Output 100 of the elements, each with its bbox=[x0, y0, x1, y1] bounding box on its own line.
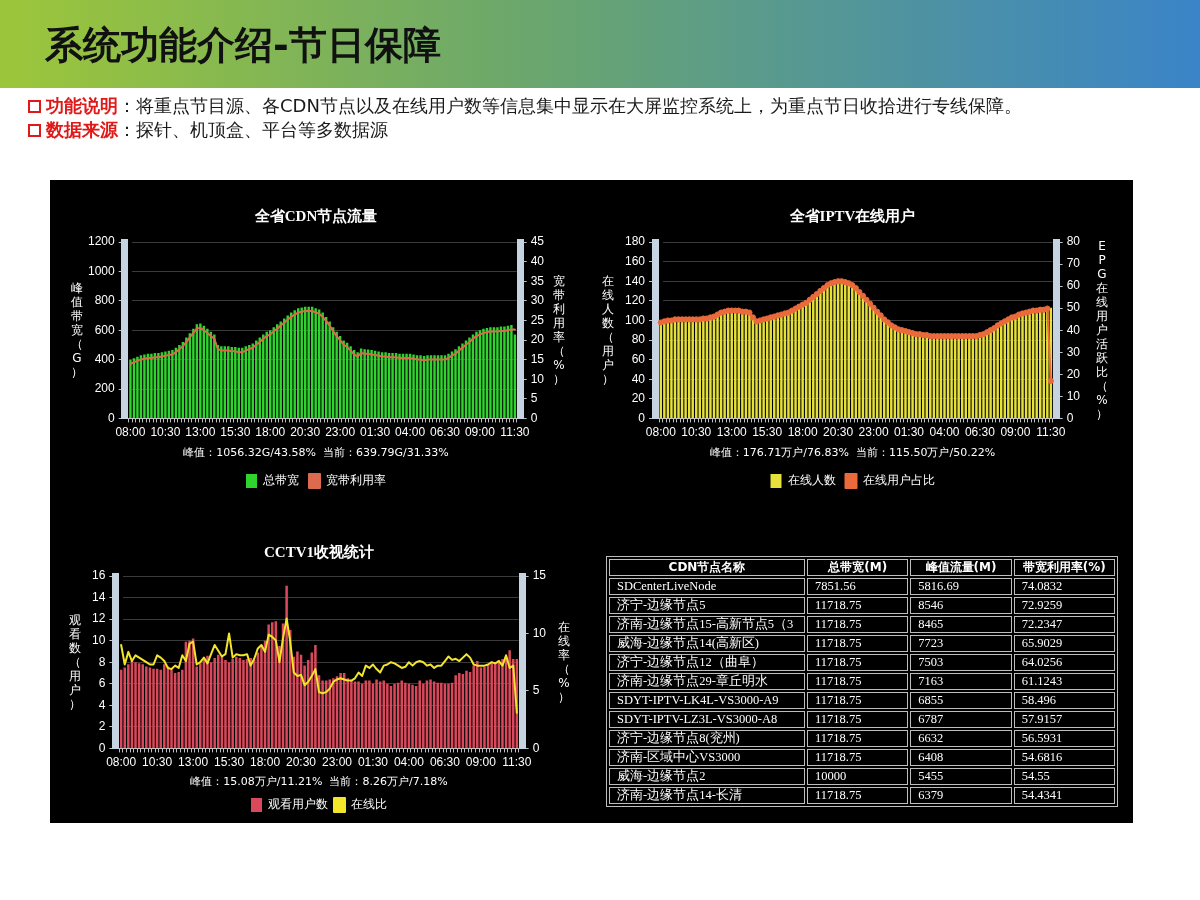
y2-axis-title: 在线率（%） bbox=[557, 620, 571, 705]
y2-tick-label: 10 bbox=[1066, 388, 1081, 403]
x-tick-label: 13:00 bbox=[716, 424, 748, 439]
y-tick-label: 济宁-边缘节点8(兖州) bbox=[609, 730, 805, 747]
text: EPG在线用户活跃比（%） bbox=[1096, 239, 1108, 422]
data-label: 7851.56 bbox=[807, 578, 909, 595]
y-tick-label: 0 bbox=[98, 740, 106, 755]
y2-tick-label: 20 bbox=[1066, 366, 1081, 381]
y-tick-label: 160 bbox=[624, 253, 646, 268]
x-tick-label: 04:00 bbox=[393, 754, 425, 769]
y2-tick-label: 15 bbox=[530, 351, 545, 366]
y-tick-label: 济南-边缘节点15-高新节点5（3 bbox=[609, 616, 805, 633]
y-tick-label: 120 bbox=[624, 293, 646, 308]
y2-tick-label: 30 bbox=[530, 293, 545, 308]
data-label: 64.0256 bbox=[1013, 654, 1115, 671]
x-tick-label: 15:30 bbox=[214, 754, 245, 769]
x-tick-label: 08:00 bbox=[115, 424, 146, 439]
data-label: 11718.75 bbox=[807, 673, 909, 690]
y2-tick-label: 70 bbox=[1066, 256, 1081, 271]
data-label: 7503 bbox=[910, 654, 1012, 671]
y-tick-label: 济宁-边缘节点5 bbox=[609, 597, 805, 614]
y2-tick-label: 15 bbox=[532, 568, 547, 583]
data-label: 58.496 bbox=[1013, 692, 1115, 709]
x-tick-label: 06:30 bbox=[429, 424, 461, 439]
x-tick-label: 15:30 bbox=[220, 424, 251, 439]
x-tick-label: 18:00 bbox=[787, 424, 818, 439]
data-label: 72.9259 bbox=[1013, 597, 1115, 614]
legend-label: 在线用户占比 bbox=[862, 473, 935, 488]
y-tick-label: SDYT-IPTV-LZ3L-VS3000-A8 bbox=[609, 711, 805, 728]
data-label: 11718.75 bbox=[807, 787, 909, 804]
x-tick-label: 01:30 bbox=[360, 424, 391, 439]
data-label: 74.0832 bbox=[1013, 578, 1115, 595]
y-tick-label: 8 bbox=[98, 654, 106, 669]
data-label: 11718.75 bbox=[807, 730, 909, 747]
x-tick-label: 04:00 bbox=[929, 424, 960, 439]
data-label: 54.6816 bbox=[1013, 749, 1115, 766]
x-tick-label: 20:30 bbox=[823, 424, 854, 439]
y2-tick-label: 0 bbox=[532, 740, 540, 755]
data-label: 54.4341 bbox=[1013, 787, 1115, 804]
chart-title: 全省IPTV在线用户 bbox=[788, 206, 916, 224]
text: 峰值：1056.32G/43.58% 当前：639.79G/31.33% bbox=[183, 446, 449, 460]
x-tick-label: 11:30 bbox=[1036, 424, 1066, 439]
x-tick-label: 10:30 bbox=[681, 424, 712, 439]
y-axis-title: 在线人数（用户） bbox=[601, 274, 615, 387]
y-tick-label: 80 bbox=[631, 332, 646, 347]
x-tick-label: 01:30 bbox=[357, 754, 389, 769]
y-tick-label: 600 bbox=[94, 322, 116, 337]
y-tick-label: 200 bbox=[94, 381, 116, 396]
y-tick-label: 威海-边缘节点14(高新区) bbox=[609, 635, 805, 652]
x-tick-label: 09:00 bbox=[464, 424, 496, 439]
data-label: 11718.75 bbox=[807, 635, 909, 652]
y-tick-label: 16 bbox=[91, 568, 106, 583]
x-tick-label: 总带宽(M) bbox=[807, 559, 909, 576]
text: 功能说明：将重点节目源、各CDN节点以及在线用户数等信息集中显示在大屏监控系统上，为重点节日收拾进行专线保障。 bbox=[46, 95, 1022, 116]
y-tick-label: 4 bbox=[98, 697, 106, 712]
chart-title: 全省CDN节点流量 bbox=[253, 206, 378, 224]
x-tick-label: 10:30 bbox=[142, 754, 173, 769]
y-tick-label: 济南-边缘节点14-长清 bbox=[609, 787, 805, 804]
y-tick-label: 60 bbox=[631, 351, 646, 366]
data-label: 72.2347 bbox=[1013, 616, 1115, 633]
y-tick-label: 济宁-边缘节点12（曲阜） bbox=[609, 654, 805, 671]
x-tick-label: 04:00 bbox=[395, 424, 426, 439]
data-label: 6379 bbox=[910, 787, 1012, 804]
x-tick-label: 08:00 bbox=[645, 424, 677, 439]
y2-tick-label: 0 bbox=[530, 410, 538, 425]
x-tick-label: 08:00 bbox=[106, 754, 137, 769]
y2-tick-label: 10 bbox=[532, 625, 547, 640]
x-tick-label: 20:30 bbox=[286, 754, 317, 769]
x-tick-label: 06:30 bbox=[964, 424, 996, 439]
y-tick-label: 1200 bbox=[87, 234, 116, 249]
y2-tick-label: 80 bbox=[1066, 234, 1081, 249]
y-tick-label: 济南-边缘节点29-章丘明水 bbox=[609, 673, 805, 690]
y-tick-label: 2 bbox=[98, 719, 106, 734]
y-tick-label: 20 bbox=[631, 391, 646, 406]
data-label: 6787 bbox=[910, 711, 1012, 728]
data-label: 56.5931 bbox=[1013, 730, 1115, 747]
x-tick-label: 01:30 bbox=[894, 424, 925, 439]
x-tick-label: 11:30 bbox=[500, 424, 530, 439]
y-tick-label: 10 bbox=[91, 632, 106, 647]
x-tick-label: 13:00 bbox=[185, 424, 216, 439]
y-tick-label: SDCenterLiveNode bbox=[609, 578, 805, 595]
x-tick-label: 09:00 bbox=[1000, 424, 1031, 439]
y-tick-label: 1000 bbox=[87, 263, 116, 278]
data-label: 11718.75 bbox=[807, 692, 909, 709]
y-tick-label: 6 bbox=[98, 676, 106, 691]
y2-tick-label: 20 bbox=[530, 332, 545, 347]
y-tick-label: SDYT-IPTV-LK4L-VS3000-A9 bbox=[609, 692, 805, 709]
y-tick-label: 济南-区域中心VS3000 bbox=[609, 749, 805, 766]
data-label: 54.55 bbox=[1013, 768, 1115, 785]
data-label: 8546 bbox=[910, 597, 1012, 614]
y2-tick-label: 40 bbox=[530, 253, 545, 268]
y2-tick-label: 25 bbox=[530, 312, 545, 327]
data-label: 8465 bbox=[910, 616, 1012, 633]
y-tick-label: 140 bbox=[624, 273, 646, 288]
data-label: 61.1243 bbox=[1013, 673, 1115, 690]
y-tick-label: 威海-边缘节点2 bbox=[609, 768, 805, 785]
y2-tick-label: 30 bbox=[1066, 344, 1081, 359]
y-axis-title: CDN节点名称 bbox=[609, 559, 805, 576]
data-label: 11718.75 bbox=[807, 711, 909, 728]
y-tick-label: 12 bbox=[91, 611, 106, 626]
